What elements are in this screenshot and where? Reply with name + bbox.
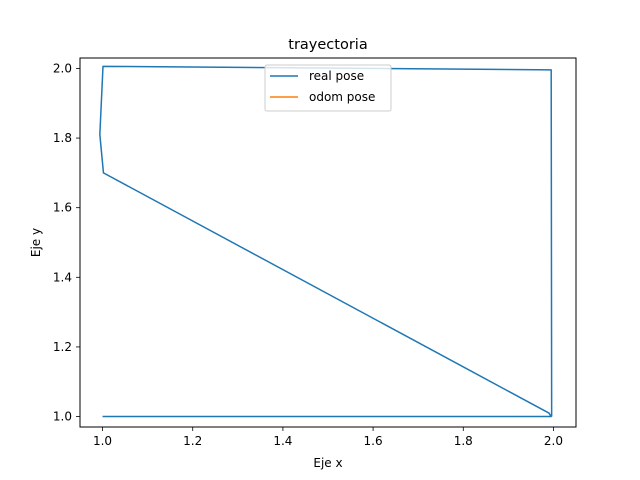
y-tick-label: 1.8 — [53, 131, 72, 145]
series-line-1 — [99, 65, 553, 418]
y-tick-label: 1.2 — [53, 340, 72, 354]
y-tick-label: 1.0 — [53, 410, 72, 424]
plot-frame — [79, 57, 577, 428]
x-tick-label: 1.0 — [93, 434, 112, 448]
plot-area — [79, 57, 577, 428]
x-tick-label: 1.6 — [364, 434, 383, 448]
x-axis-title: Eje x — [313, 456, 342, 470]
series-layer — [99, 65, 553, 418]
x-axis: 1.0 1.2 1.4 1.6 1.8 2.0 — [93, 427, 563, 448]
y-tick-label: 2.0 — [53, 61, 72, 75]
y-tick-label: 1.4 — [53, 270, 72, 284]
x-tick-label: 1.8 — [454, 434, 473, 448]
x-tick-label: 2.0 — [544, 434, 563, 448]
x-tick-label: 1.4 — [273, 434, 292, 448]
legend: real pose odom pose — [264, 64, 392, 112]
legend-label: real pose — [309, 69, 364, 83]
y-axis: 1.0 1.2 1.4 1.6 1.8 2.0 — [53, 61, 80, 424]
x-tick-label: 1.2 — [183, 434, 202, 448]
legend-label: odom pose — [309, 90, 375, 104]
y-tick-label: 1.6 — [53, 201, 72, 215]
chart-title: trayectoria — [288, 37, 367, 53]
legend-entries: real pose odom pose — [270, 69, 375, 104]
y-axis-title: Eje y — [29, 228, 43, 257]
